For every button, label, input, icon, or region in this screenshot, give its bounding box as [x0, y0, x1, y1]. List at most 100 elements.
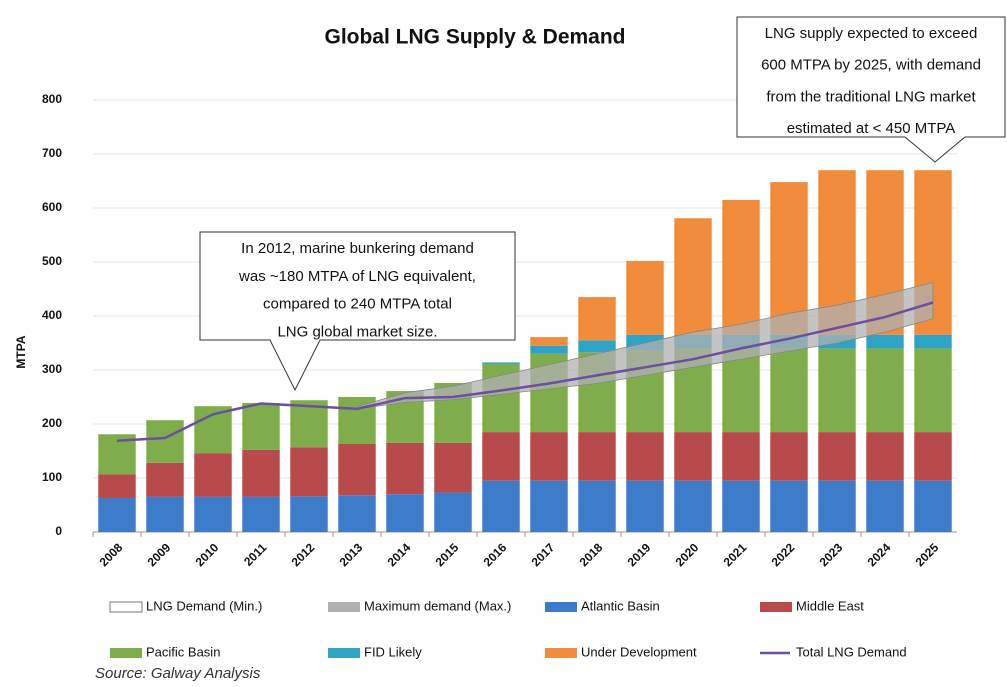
legend-swatch	[110, 648, 142, 658]
bar-segment	[434, 492, 472, 532]
legend-label: FID Likely	[364, 644, 422, 659]
bar-segment	[866, 480, 904, 532]
bar-segment	[146, 462, 184, 497]
callout-text: In 2012, marine bunkering demand	[241, 240, 474, 257]
bar-segment	[530, 432, 568, 481]
y-tick-label: 300	[42, 362, 62, 376]
x-tick-label: 2008	[97, 540, 126, 569]
y-tick-label: 0	[55, 524, 62, 538]
bar-segment	[722, 348, 760, 433]
bar-segment	[914, 432, 952, 481]
y-tick-label: 100	[42, 470, 62, 484]
bar-segment	[914, 334, 952, 349]
x-tick-label: 2013	[337, 540, 366, 569]
bar-segment	[530, 345, 568, 354]
x-tick-label: 2014	[385, 540, 414, 569]
bar-segment	[674, 480, 712, 532]
bar-segment	[914, 348, 952, 433]
x-tick-label: 2023	[817, 540, 846, 569]
bar-segment	[482, 362, 520, 365]
bar-segment	[434, 442, 472, 493]
bar-segment	[818, 480, 856, 532]
x-tick-label: 2025	[913, 540, 942, 569]
y-tick-label: 700	[42, 146, 62, 160]
bar-segment	[914, 480, 952, 532]
bar-segment	[290, 496, 328, 532]
bar-segment	[866, 432, 904, 481]
legend-swatch	[760, 602, 792, 612]
callout-text: 600 MTPA by 2025, with demand	[761, 57, 981, 74]
bar-segment	[290, 447, 328, 497]
x-tick-label: 2009	[145, 540, 174, 569]
legend-swatch	[545, 602, 577, 612]
x-tick-label: 2024	[865, 540, 894, 569]
legend-label: Pacific Basin	[146, 644, 220, 659]
legend-swatch	[109, 601, 143, 613]
callout-text: LNG global market size.	[277, 323, 437, 340]
bar-segment	[578, 432, 616, 481]
legend-label: Maximum demand (Max.)	[364, 598, 511, 613]
bar-segment	[482, 432, 520, 481]
y-tick-label: 200	[42, 416, 62, 430]
legend-label: Atlantic Basin	[581, 598, 660, 613]
bar-segment	[770, 432, 808, 481]
bar-segment	[242, 402, 280, 450]
bar-segment	[674, 432, 712, 481]
bar-segment	[866, 348, 904, 433]
bar-segment	[866, 334, 904, 349]
legend-swatch	[328, 602, 360, 612]
bar-segment	[386, 442, 424, 495]
x-tick-label: 2020	[673, 540, 702, 569]
x-tick-label: 2019	[625, 540, 654, 569]
bar-segment	[98, 474, 136, 498]
bar-segment	[386, 494, 424, 532]
bar-segment	[626, 432, 664, 481]
bar-segment	[146, 496, 184, 532]
bar-segment	[146, 420, 184, 463]
x-tick-label: 2022	[769, 540, 798, 569]
y-axis-label: MTPA	[14, 335, 28, 368]
callout-text: compared to 240 MTPA total	[263, 296, 452, 313]
callout-text: was ~180 MTPA of LNG equivalent,	[238, 268, 476, 285]
x-tick-label: 2021	[721, 540, 750, 569]
callout-box	[199, 231, 516, 392]
bar-segment	[578, 480, 616, 532]
legend-swatch	[328, 648, 360, 658]
bar-segment	[818, 432, 856, 481]
x-tick-label: 2018	[577, 540, 606, 569]
bar-segment	[722, 432, 760, 481]
bar-segment	[530, 337, 568, 346]
bar-segment	[338, 443, 376, 496]
callout-text: LNG supply expected to exceed	[765, 25, 978, 42]
x-tick-label: 2016	[481, 540, 510, 569]
callout-text: from the traditional LNG market	[766, 88, 976, 105]
bar-segment	[578, 297, 616, 341]
bar-segment	[338, 495, 376, 532]
legend-label: LNG Demand (Min.)	[146, 598, 262, 613]
x-tick-label: 2010	[193, 540, 222, 569]
y-tick-label: 600	[42, 200, 62, 214]
callout-box	[736, 16, 1006, 163]
bar-segment	[626, 480, 664, 532]
bar-segment	[242, 449, 280, 497]
bar-segment	[770, 182, 808, 335]
x-tick-label: 2011	[241, 540, 270, 569]
bar-segment	[242, 496, 280, 532]
bar-segment	[194, 496, 232, 532]
bar-segment	[674, 218, 712, 335]
bar-segment	[626, 260, 664, 335]
chart-title: Global LNG Supply & Demand	[324, 26, 625, 49]
bar-segment	[770, 480, 808, 532]
x-tick-label: 2017	[529, 540, 558, 569]
y-tick-label: 500	[42, 254, 62, 268]
bar-segment	[818, 348, 856, 433]
bar-segment	[98, 497, 136, 532]
x-tick-label: 2015	[433, 540, 462, 569]
legend-swatch	[545, 648, 577, 658]
bar-segment	[194, 453, 232, 497]
demand-band	[356, 282, 934, 410]
bar-segment	[578, 340, 616, 353]
y-tick-label: 400	[42, 308, 62, 322]
legend-label: Total LNG Demand	[796, 644, 907, 659]
